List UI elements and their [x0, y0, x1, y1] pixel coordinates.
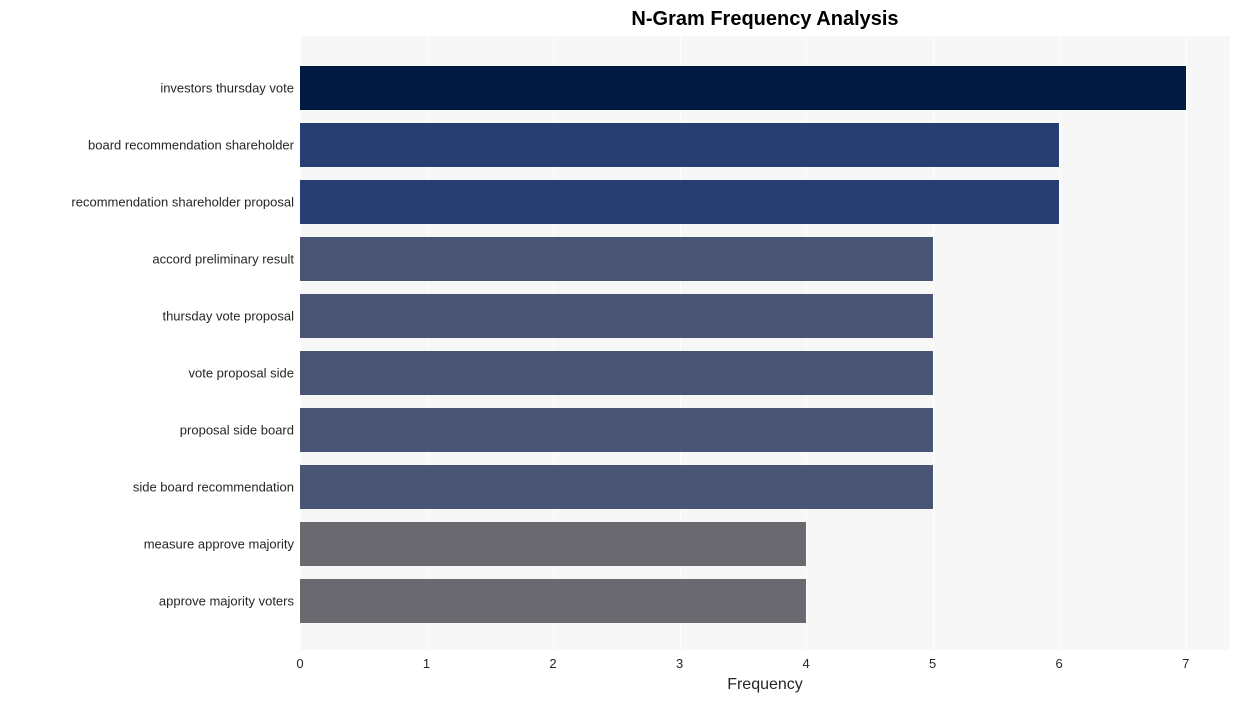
- bar: [300, 180, 1059, 224]
- ngram-chart: N-Gram Frequency Analysis Frequency 0 1 2 3…: [0, 0, 1240, 701]
- x-axis-label: Frequency: [300, 676, 1230, 694]
- bar: [300, 294, 933, 338]
- bar: [300, 66, 1186, 110]
- y-category-label: measure approve majority: [144, 537, 294, 552]
- chart-title-text: N-Gram Frequency Analysis: [300, 8, 1230, 31]
- y-category-label: approve majority voters: [159, 594, 294, 609]
- grid-line: [1186, 36, 1187, 650]
- y-category-label: proposal side board: [180, 423, 294, 438]
- bar: [300, 579, 806, 623]
- grid-line: [1059, 36, 1060, 650]
- y-category-label: recommendation shareholder proposal: [71, 195, 294, 210]
- x-tick-label: 5: [929, 656, 936, 671]
- y-category-label: investors thursday vote: [160, 81, 294, 96]
- y-category-label: side board recommendation: [133, 480, 294, 495]
- x-tick-label: 6: [1056, 656, 1063, 671]
- bar: [300, 351, 933, 395]
- bar: [300, 522, 806, 566]
- x-tick-label: 0: [296, 656, 303, 671]
- x-tick-label: 2: [549, 656, 556, 671]
- y-category-label: vote proposal side: [188, 366, 294, 381]
- bar: [300, 465, 933, 509]
- x-tick-label: 4: [802, 656, 809, 671]
- bar: [300, 123, 1059, 167]
- y-category-label: thursday vote proposal: [162, 309, 294, 324]
- y-category-label: accord preliminary result: [152, 252, 294, 267]
- bar: [300, 237, 933, 281]
- y-category-label: board recommendation shareholder: [88, 138, 294, 153]
- plot-area: [300, 36, 1230, 650]
- x-tick-label: 3: [676, 656, 683, 671]
- x-tick-label: 1: [423, 656, 430, 671]
- bar: [300, 408, 933, 452]
- x-tick-label: 7: [1182, 656, 1189, 671]
